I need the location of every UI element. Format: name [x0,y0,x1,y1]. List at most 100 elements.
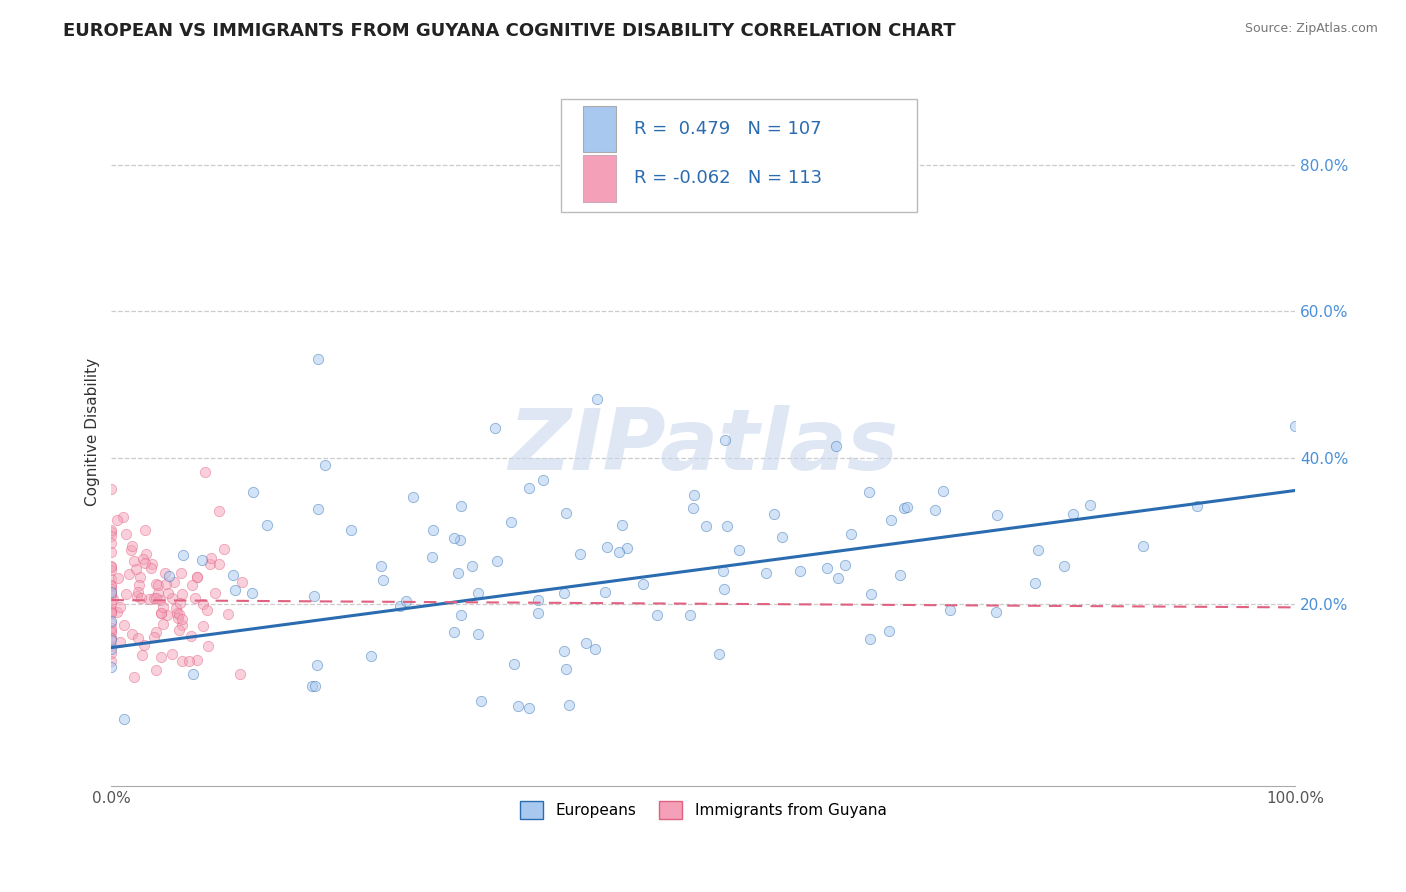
Point [100,482,122,496]
Point [533,473,555,487]
Point [1078,498,1101,512]
Point [169,596,191,610]
Point [170,618,193,632]
Point [231,575,253,590]
Point [100,573,122,587]
Point [519,701,541,715]
Point [100,588,122,602]
Point [896,500,918,514]
Point [553,644,575,658]
Point [186,570,208,584]
Point [204,585,226,599]
Point [340,523,363,537]
Point [149,649,172,664]
Point [447,566,470,581]
Point [100,624,122,638]
Point [695,519,717,533]
Point [370,559,392,574]
Point [197,639,219,653]
Text: R =  0.479   N = 107: R = 0.479 N = 107 [634,120,821,138]
Point [834,558,856,572]
Point [100,606,122,620]
Point [170,566,193,581]
Point [212,542,235,557]
Point [222,567,245,582]
Y-axis label: Cognitive Disability: Cognitive Disability [86,358,100,506]
Point [443,531,465,545]
Point [114,587,136,601]
Point [707,647,730,661]
Point [145,664,167,678]
Point [100,646,122,660]
Point [499,515,522,529]
Point [141,561,163,575]
Point [156,607,179,622]
Point [141,557,163,571]
Point [450,499,472,513]
Point [100,603,122,617]
Point [827,571,849,585]
Point [127,585,149,599]
Point [100,545,122,559]
Point [889,568,911,582]
Point [186,652,208,666]
Point [195,603,218,617]
Point [100,579,122,593]
Point [1026,542,1049,557]
Point [131,648,153,662]
Point [143,591,166,605]
Point [443,625,465,640]
Point [100,614,122,628]
Point [755,566,778,580]
Point [467,585,489,599]
Point [877,624,900,638]
Point [1024,576,1046,591]
Point [143,630,166,644]
Point [100,622,122,636]
Point [217,607,239,621]
Point [395,594,418,608]
Point [121,539,143,553]
Point [713,582,735,596]
Point [607,545,630,559]
Point [770,531,793,545]
Point [633,576,655,591]
Point [371,573,394,587]
Point [208,504,231,518]
Text: ZIPatlas: ZIPatlas [509,405,898,488]
Point [789,565,811,579]
Point [114,618,136,632]
Point [893,500,915,515]
Point [527,606,550,620]
Point [100,558,122,573]
Point [167,624,190,638]
Point [879,512,901,526]
Point [858,484,880,499]
Point [100,597,122,611]
Point [100,631,122,645]
Point [127,589,149,603]
Point [194,465,217,479]
Point [138,591,160,606]
Point [682,488,704,502]
Point [519,482,541,496]
Point [160,648,183,662]
Point [558,698,581,712]
Legend: Europeans, Immigrants from Guyana: Europeans, Immigrants from Guyana [515,795,893,825]
Point [1132,540,1154,554]
Point [170,587,193,601]
Point [145,577,167,591]
Point [1284,419,1306,434]
Point [100,633,122,648]
Point [150,606,173,620]
Point [114,527,136,541]
Point [198,558,221,572]
Point [100,606,122,620]
Point [107,571,129,585]
Point [485,554,508,568]
Point [360,648,382,663]
Point [191,597,214,611]
Point [302,589,325,603]
Point [152,616,174,631]
Point [527,593,550,607]
